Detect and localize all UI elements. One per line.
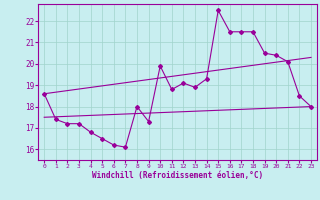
X-axis label: Windchill (Refroidissement éolien,°C): Windchill (Refroidissement éolien,°C): [92, 171, 263, 180]
